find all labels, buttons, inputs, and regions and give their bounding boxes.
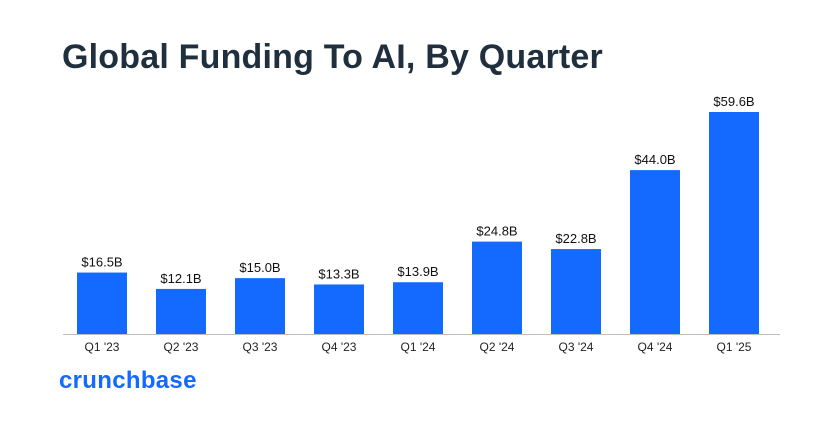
x-tick-labels-group: Q1 '23 Q2 '23 Q3 '23 Q4 '23 Q1 '24 Q2 '24 Q3 '… bbox=[85, 340, 752, 354]
x-tick-label: Q2 '23 bbox=[164, 340, 199, 354]
x-tick-label: Q3 '23 bbox=[243, 340, 278, 354]
bars-group bbox=[77, 112, 759, 334]
bar bbox=[77, 272, 127, 334]
data-label: $13.9B bbox=[397, 264, 438, 279]
chart-title: Global Funding To AI, By Quarter bbox=[62, 38, 603, 76]
bar bbox=[630, 170, 680, 334]
x-tick-label: Q4 '23 bbox=[322, 340, 357, 354]
bar bbox=[551, 249, 601, 334]
bar bbox=[472, 241, 522, 334]
data-label: $24.8B bbox=[476, 224, 517, 239]
data-label: $59.6B bbox=[713, 94, 754, 109]
x-tick-label: Q1 '25 bbox=[717, 340, 752, 354]
x-tick-label: Q4 '24 bbox=[638, 340, 673, 354]
crunchbase-logo: crunchbase bbox=[59, 367, 197, 394]
bar bbox=[156, 288, 206, 334]
data-labels-group: $16.5B $12.1B $15.0B $13.3B $13.9B $24.8B $22.… bbox=[81, 94, 754, 286]
x-tick-label: Q1 '23 bbox=[85, 340, 120, 354]
data-label: $13.3B bbox=[318, 266, 359, 281]
x-tick-label: Q3 '24 bbox=[559, 340, 594, 354]
bar bbox=[235, 278, 285, 334]
bar bbox=[393, 282, 443, 334]
bar bbox=[314, 284, 364, 334]
data-label: $12.1B bbox=[160, 271, 201, 286]
x-tick-label: Q2 '24 bbox=[480, 340, 515, 354]
x-tick-label: Q1 '24 bbox=[401, 340, 436, 354]
data-label: $44.0B bbox=[634, 152, 675, 167]
data-label: $15.0B bbox=[239, 260, 280, 275]
data-label: $22.8B bbox=[555, 231, 596, 246]
bar bbox=[709, 112, 759, 334]
data-label: $16.5B bbox=[81, 255, 122, 270]
